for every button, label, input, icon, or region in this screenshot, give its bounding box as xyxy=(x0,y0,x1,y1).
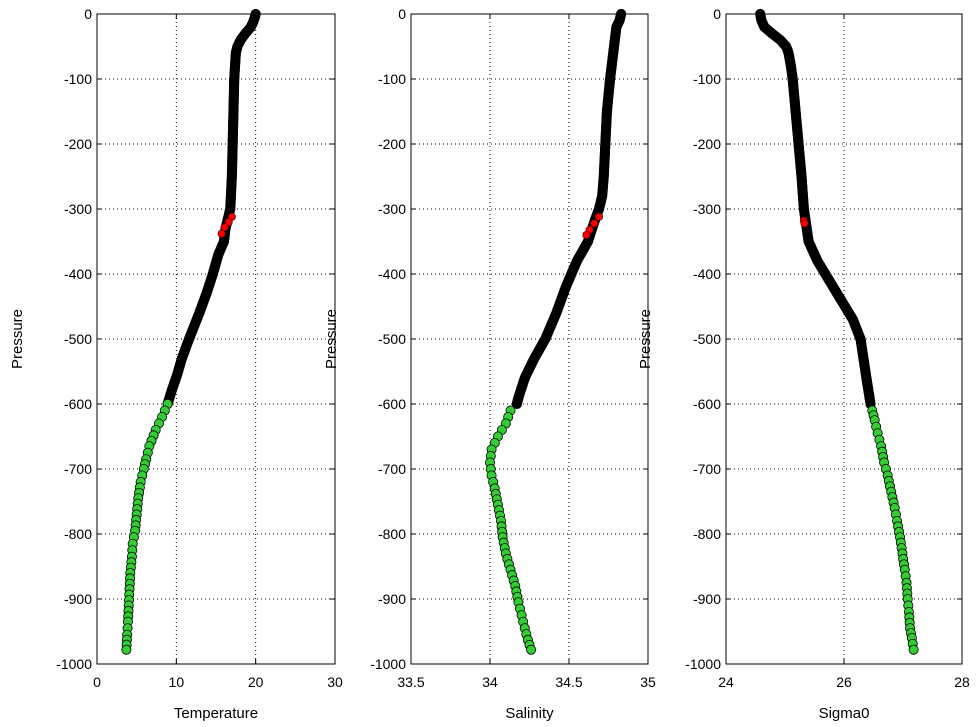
y-tick-label: -200 xyxy=(693,136,721,152)
y-tick-label: -600 xyxy=(693,396,721,412)
x-axis-label: Sigma0 xyxy=(819,705,870,722)
x-tick-label: 28 xyxy=(954,674,970,690)
y-tick-label: 0 xyxy=(713,6,721,22)
flagged-point xyxy=(220,223,229,232)
deep-point xyxy=(526,644,537,655)
x-tick-label: 35 xyxy=(640,674,656,690)
flagged-point xyxy=(224,217,233,226)
y-tick-label: -100 xyxy=(693,71,721,87)
deep-point xyxy=(908,644,919,655)
y-tick-label: -600 xyxy=(64,396,92,412)
x-tick-label: 0 xyxy=(93,674,101,690)
x-tick-label: 30 xyxy=(327,674,343,690)
panel-2: 33.5 34 34.5 35-1000-900-800-700-600-500-40… xyxy=(323,6,656,722)
flagged-point xyxy=(217,229,226,238)
y-tick-label: -400 xyxy=(378,266,406,282)
flagged-point xyxy=(800,219,809,228)
x-tick-label: 33.5 xyxy=(397,674,424,690)
y-tick-label: -200 xyxy=(64,136,92,152)
y-tick-label: -500 xyxy=(378,331,406,347)
x-tick-label: 10 xyxy=(169,674,185,690)
y-tick-label: -100 xyxy=(378,71,406,87)
y-tick-label: -1000 xyxy=(370,656,406,672)
y-tick-label: -900 xyxy=(693,591,721,607)
y-tick-label: -900 xyxy=(378,591,406,607)
y-tick-label: 0 xyxy=(398,6,406,22)
y-tick-label: -500 xyxy=(64,331,92,347)
y-axis-label: Pressure xyxy=(9,309,26,369)
y-tick-label: -300 xyxy=(378,201,406,217)
y-tick-label: -700 xyxy=(64,461,92,477)
y-tick-label: -300 xyxy=(64,201,92,217)
y-axis-label: Pressure xyxy=(323,309,340,369)
x-tick-label: 24 xyxy=(718,674,734,690)
y-tick-label: -500 xyxy=(693,331,721,347)
x-tick-label: 26 xyxy=(836,674,852,690)
y-tick-label: -900 xyxy=(64,591,92,607)
y-tick-label: -800 xyxy=(693,526,721,542)
y-tick-label: -400 xyxy=(64,266,92,282)
flagged-point xyxy=(590,219,599,228)
y-tick-label: -1000 xyxy=(685,656,721,672)
x-tick-label: 34 xyxy=(482,674,498,690)
y-tick-label: -800 xyxy=(378,526,406,542)
y-tick-label: -700 xyxy=(693,461,721,477)
y-tick-label: -200 xyxy=(378,136,406,152)
profile-point xyxy=(511,398,522,410)
flagged-point xyxy=(582,230,591,239)
y-tick-label: -1000 xyxy=(56,656,92,672)
y-tick-label: -700 xyxy=(378,461,406,477)
flagged-point xyxy=(595,212,604,221)
y-tick-label: -400 xyxy=(693,266,721,282)
panel-3: 24 26 28-1000-900-800-700-600-500-400-300-… xyxy=(637,6,970,722)
y-tick-label: -300 xyxy=(693,201,721,217)
y-axis-label: Pressure xyxy=(637,309,654,369)
x-tick-label: 34.5 xyxy=(555,674,582,690)
y-tick-label: -600 xyxy=(378,396,406,412)
x-axis-label: Salinity xyxy=(505,705,554,722)
x-tick-label: 20 xyxy=(248,674,264,690)
y-tick-label: 0 xyxy=(84,6,92,22)
y-tick-label: -100 xyxy=(64,71,92,87)
y-tick-label: -800 xyxy=(64,526,92,542)
x-axis-label: Temperature xyxy=(174,705,258,722)
deep-point xyxy=(121,644,132,655)
plot-area xyxy=(411,14,648,664)
panel-1: 0 10 20 30-1000-900-800-700-600-500-400-300… xyxy=(9,6,343,722)
